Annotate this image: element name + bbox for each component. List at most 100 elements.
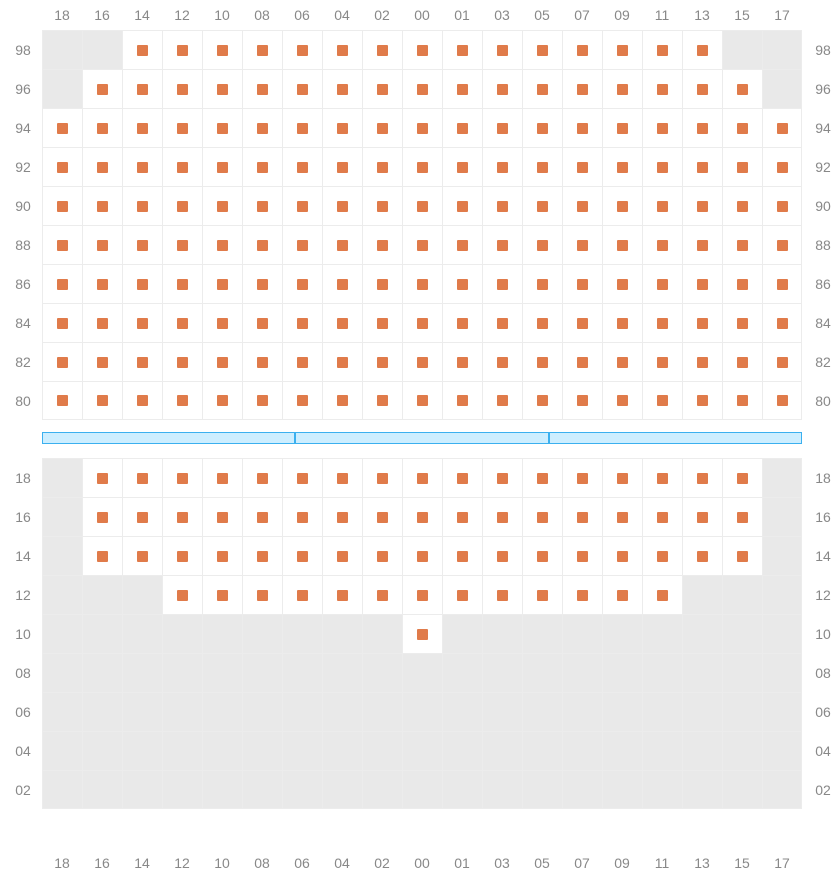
seat-cell[interactable] (482, 303, 522, 342)
seat-cell[interactable] (682, 536, 722, 575)
seat-cell[interactable] (482, 575, 522, 614)
seat-cell[interactable] (402, 575, 442, 614)
seat-cell[interactable] (362, 225, 402, 264)
seat-cell[interactable] (442, 381, 482, 420)
seat-cell[interactable] (242, 30, 282, 69)
seat-cell[interactable] (682, 458, 722, 497)
seat-cell[interactable] (282, 458, 322, 497)
seat-cell[interactable] (282, 497, 322, 536)
seat-cell[interactable] (522, 108, 562, 147)
seat-cell[interactable] (602, 225, 642, 264)
seat-cell[interactable] (242, 303, 282, 342)
seat-cell[interactable] (682, 108, 722, 147)
seat-cell[interactable] (722, 225, 762, 264)
seat-cell[interactable] (522, 147, 562, 186)
seat-cell[interactable] (362, 497, 402, 536)
seat-cell[interactable] (522, 303, 562, 342)
seat-cell[interactable] (522, 69, 562, 108)
seat-cell[interactable] (82, 381, 122, 420)
seat-cell[interactable] (202, 225, 242, 264)
seat-cell[interactable] (642, 303, 682, 342)
seat-cell[interactable] (762, 264, 802, 303)
seat-cell[interactable] (602, 30, 642, 69)
seat-cell[interactable] (442, 147, 482, 186)
seat-cell[interactable] (562, 225, 602, 264)
seat-cell[interactable] (562, 381, 602, 420)
seat-cell[interactable] (362, 575, 402, 614)
seat-cell[interactable] (522, 225, 562, 264)
seat-cell[interactable] (162, 69, 202, 108)
seat-cell[interactable] (162, 303, 202, 342)
seat-cell[interactable] (242, 458, 282, 497)
seat-cell[interactable] (642, 497, 682, 536)
seat-cell[interactable] (82, 225, 122, 264)
seat-cell[interactable] (42, 147, 82, 186)
seat-cell[interactable] (522, 458, 562, 497)
seat-cell[interactable] (202, 497, 242, 536)
seat-cell[interactable] (122, 30, 162, 69)
seat-cell[interactable] (522, 536, 562, 575)
seat-cell[interactable] (242, 147, 282, 186)
seat-cell[interactable] (362, 69, 402, 108)
seat-cell[interactable] (202, 147, 242, 186)
seat-cell[interactable] (322, 147, 362, 186)
seat-cell[interactable] (122, 264, 162, 303)
seat-cell[interactable] (722, 497, 762, 536)
seat-cell[interactable] (282, 69, 322, 108)
seat-cell[interactable] (122, 458, 162, 497)
seat-cell[interactable] (682, 225, 722, 264)
seat-cell[interactable] (162, 186, 202, 225)
seat-cell[interactable] (162, 342, 202, 381)
seat-cell[interactable] (402, 614, 442, 653)
seat-cell[interactable] (722, 536, 762, 575)
seat-cell[interactable] (42, 381, 82, 420)
seat-cell[interactable] (402, 30, 442, 69)
seat-cell[interactable] (242, 536, 282, 575)
seat-cell[interactable] (362, 342, 402, 381)
seat-cell[interactable] (362, 264, 402, 303)
seat-cell[interactable] (362, 303, 402, 342)
seat-cell[interactable] (482, 186, 522, 225)
seat-cell[interactable] (562, 30, 602, 69)
seat-cell[interactable] (722, 458, 762, 497)
seat-cell[interactable] (442, 30, 482, 69)
seat-cell[interactable] (562, 147, 602, 186)
seat-cell[interactable] (562, 303, 602, 342)
seat-cell[interactable] (322, 108, 362, 147)
seat-cell[interactable] (282, 303, 322, 342)
seat-cell[interactable] (482, 69, 522, 108)
seat-cell[interactable] (82, 536, 122, 575)
seat-cell[interactable] (42, 225, 82, 264)
seat-cell[interactable] (42, 108, 82, 147)
seat-cell[interactable] (602, 458, 642, 497)
seat-cell[interactable] (402, 342, 442, 381)
seat-cell[interactable] (602, 108, 642, 147)
seat-cell[interactable] (442, 458, 482, 497)
seat-cell[interactable] (122, 536, 162, 575)
seat-cell[interactable] (42, 303, 82, 342)
seat-cell[interactable] (642, 536, 682, 575)
seat-cell[interactable] (682, 69, 722, 108)
seat-cell[interactable] (602, 381, 642, 420)
seat-cell[interactable] (442, 575, 482, 614)
seat-cell[interactable] (402, 264, 442, 303)
seat-cell[interactable] (522, 575, 562, 614)
seat-cell[interactable] (482, 147, 522, 186)
seat-cell[interactable] (242, 225, 282, 264)
seat-cell[interactable] (362, 147, 402, 186)
seat-cell[interactable] (322, 30, 362, 69)
seat-cell[interactable] (762, 342, 802, 381)
seat-cell[interactable] (562, 342, 602, 381)
seat-cell[interactable] (202, 69, 242, 108)
seat-cell[interactable] (562, 186, 602, 225)
seat-cell[interactable] (362, 381, 402, 420)
seat-cell[interactable] (82, 303, 122, 342)
seat-cell[interactable] (562, 536, 602, 575)
seat-cell[interactable] (242, 342, 282, 381)
seat-cell[interactable] (762, 303, 802, 342)
seat-cell[interactable] (162, 264, 202, 303)
seat-cell[interactable] (162, 30, 202, 69)
seat-cell[interactable] (202, 108, 242, 147)
seat-cell[interactable] (402, 536, 442, 575)
seat-cell[interactable] (42, 342, 82, 381)
